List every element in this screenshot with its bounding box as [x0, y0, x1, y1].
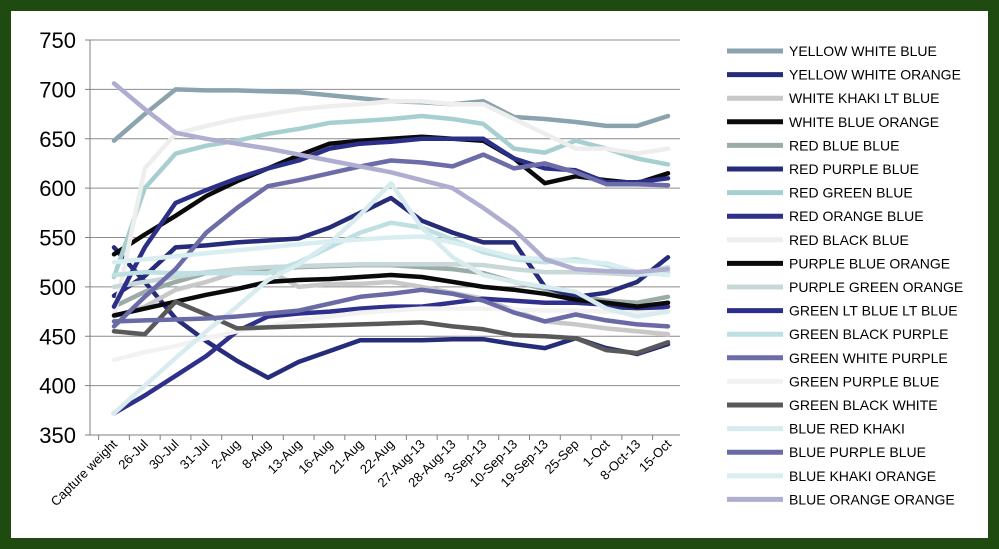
- series-line-2: [111, 267, 671, 337]
- x-tick-label: 26-Jul: [115, 436, 151, 472]
- series-line-14: [111, 306, 671, 363]
- legend-label: BLUE PURPLE BLUE: [789, 444, 926, 460]
- series-line-13: [111, 152, 671, 329]
- legend-label: YELLOW WHITE BLUE: [789, 43, 937, 59]
- x-tick-label: 2-Aug: [208, 437, 243, 472]
- y-tick-label: 500: [39, 275, 76, 300]
- legend-label: RED PURPLE BLUE: [789, 161, 919, 177]
- series-line-17: [111, 287, 671, 329]
- y-tick-label: 350: [39, 423, 76, 448]
- y-tick-label: 700: [39, 77, 76, 102]
- legend-label: BLUE RED KHAKI: [789, 421, 905, 437]
- series-line-16: [111, 180, 671, 416]
- y-tick-label: 650: [39, 127, 76, 152]
- series-line-6: [111, 113, 671, 280]
- series-line-3: [111, 134, 671, 257]
- legend-label: WHITE BLUE ORANGE: [789, 114, 939, 130]
- x-tick-label: 30-Jul: [146, 436, 182, 472]
- x-tick-label: 25-Sep: [542, 437, 582, 477]
- series-line-7: [111, 296, 671, 416]
- y-tick-label: 450: [39, 324, 76, 349]
- series-line-15: [111, 299, 671, 356]
- y-tick-label: 600: [39, 176, 76, 201]
- series-line-0: [111, 87, 671, 143]
- legend-label: RED BLUE BLUE: [789, 137, 899, 153]
- legend-label: GREEN PURPLE BLUE: [789, 373, 939, 389]
- legend-label: WHITE KHAKI LT BLUE: [789, 90, 939, 106]
- legend-label: PURPLE GREEN ORANGE: [789, 279, 963, 295]
- y-tick-label: 550: [39, 226, 76, 251]
- legend: YELLOW WHITE BLUE YELLOW WHITE ORANGE WHIT…: [727, 43, 963, 507]
- legend-label: GREEN BLACK PURPLE: [789, 326, 949, 342]
- legend-label: GREEN BLACK WHITE: [789, 397, 938, 413]
- y-tick-label: 750: [39, 28, 76, 53]
- legend-label: PURPLE BLUE ORANGE: [789, 255, 950, 271]
- x-tick-label: 15-Oct: [636, 436, 674, 474]
- legend-label: GREEN WHITE PURPLE: [789, 350, 948, 366]
- y-tick-label: 400: [39, 374, 76, 399]
- legend-label: BLUE KHAKI ORANGE: [789, 468, 936, 484]
- legend-label: RED GREEN BLUE: [789, 185, 913, 201]
- legend-label: RED BLACK BLUE: [789, 232, 909, 248]
- legend-label: RED ORANGE BLUE: [789, 208, 924, 224]
- axes: [85, 39, 680, 440]
- series-line-18: [111, 234, 671, 278]
- legend-label: GREEN LT BLUE LT BLUE: [789, 303, 958, 319]
- series-line-8: [111, 98, 671, 319]
- legend-label: BLUE ORANGE ORANGE: [789, 491, 955, 507]
- series-line-5: [111, 195, 671, 300]
- series-line-9: [111, 272, 671, 318]
- series-line-19: [111, 81, 671, 275]
- x-tick-label: 31-Jul: [177, 436, 213, 472]
- series-lines: [111, 81, 671, 416]
- legend-label: YELLOW WHITE ORANGE: [789, 67, 961, 83]
